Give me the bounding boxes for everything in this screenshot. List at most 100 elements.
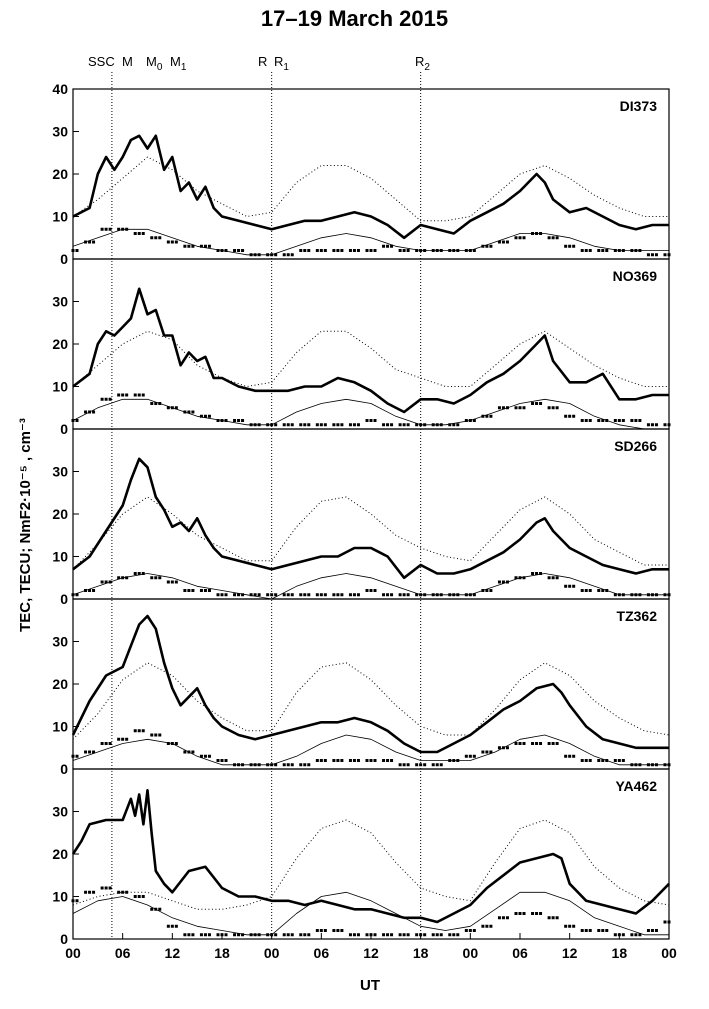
data-point bbox=[398, 933, 402, 937]
data-point bbox=[551, 742, 555, 745]
data-point bbox=[654, 929, 658, 932]
data-point bbox=[415, 933, 419, 937]
data-point bbox=[435, 933, 439, 937]
data-point bbox=[468, 754, 472, 758]
data-point bbox=[518, 406, 522, 410]
data-point bbox=[564, 414, 568, 418]
data-point bbox=[336, 929, 340, 932]
series-tec-median bbox=[72, 156, 669, 222]
panel-no369: 0 10 20 30 NO369 bbox=[52, 258, 671, 437]
data-point bbox=[315, 759, 319, 762]
data-point bbox=[464, 754, 468, 758]
data-point bbox=[319, 929, 323, 932]
data-point bbox=[174, 406, 178, 410]
series-tec-median bbox=[72, 662, 670, 740]
data-point bbox=[166, 240, 170, 244]
data-point bbox=[207, 414, 211, 418]
data-point bbox=[348, 593, 352, 597]
x-tick-label: 12 bbox=[165, 945, 181, 961]
data-point bbox=[92, 750, 96, 754]
data-point bbox=[117, 227, 121, 231]
data-point bbox=[497, 240, 501, 244]
data-point bbox=[356, 933, 360, 937]
data-point bbox=[555, 576, 559, 580]
y-tick-label: 0 bbox=[60, 591, 68, 607]
data-point bbox=[84, 890, 88, 894]
series-nmf2-observed bbox=[71, 886, 671, 937]
data-point bbox=[365, 249, 369, 252]
data-point bbox=[497, 406, 501, 410]
data-point bbox=[319, 249, 323, 252]
data-point bbox=[621, 419, 625, 422]
data-point bbox=[233, 419, 237, 422]
data-point bbox=[303, 593, 307, 597]
data-point bbox=[588, 589, 592, 592]
data-point bbox=[315, 593, 319, 597]
data-point bbox=[597, 419, 601, 422]
data-point bbox=[547, 236, 551, 240]
series-tec-median bbox=[72, 330, 669, 387]
data-point bbox=[158, 236, 162, 240]
data-point bbox=[224, 249, 228, 252]
data-point bbox=[141, 393, 145, 397]
event-label: R2 bbox=[415, 54, 430, 73]
data-point bbox=[154, 576, 158, 580]
data-point bbox=[174, 742, 178, 745]
data-point bbox=[580, 589, 584, 592]
data-point bbox=[203, 589, 207, 592]
y-tick-label: 30 bbox=[52, 464, 68, 480]
data-point bbox=[352, 423, 356, 427]
data-point bbox=[290, 423, 294, 427]
data-point bbox=[216, 593, 220, 597]
data-point bbox=[356, 423, 360, 427]
series-tec-observed bbox=[71, 614, 669, 754]
data-point bbox=[191, 410, 195, 414]
data-point bbox=[572, 584, 576, 588]
data-point bbox=[621, 933, 625, 937]
data-point bbox=[402, 763, 406, 767]
data-point bbox=[286, 933, 290, 937]
x-tick-label: 06 bbox=[512, 945, 528, 961]
data-point bbox=[650, 929, 654, 932]
data-point bbox=[150, 907, 154, 911]
data-point bbox=[104, 742, 108, 745]
data-point bbox=[117, 890, 121, 894]
data-point bbox=[203, 933, 207, 937]
data-point bbox=[348, 249, 352, 252]
data-point bbox=[481, 750, 485, 754]
data-point bbox=[663, 253, 667, 257]
data-point bbox=[505, 916, 509, 920]
data-point bbox=[663, 920, 667, 924]
data-point bbox=[307, 763, 311, 767]
data-point bbox=[588, 419, 592, 422]
data-point bbox=[340, 593, 344, 597]
data-point bbox=[386, 933, 390, 937]
series-nmf2-observed bbox=[71, 393, 671, 427]
data-point bbox=[290, 253, 294, 257]
data-point bbox=[531, 572, 535, 575]
data-point bbox=[667, 423, 671, 427]
data-point bbox=[274, 933, 278, 937]
data-point bbox=[286, 253, 290, 257]
data-point bbox=[448, 423, 452, 427]
data-point bbox=[568, 244, 572, 248]
y-tick-label: 10 bbox=[52, 719, 68, 735]
data-point bbox=[307, 933, 311, 937]
data-point bbox=[452, 423, 456, 427]
data-point bbox=[472, 754, 476, 758]
data-point bbox=[233, 593, 237, 597]
data-point bbox=[531, 742, 535, 745]
data-point bbox=[141, 895, 145, 898]
data-point bbox=[485, 750, 489, 754]
station-label: DI373 bbox=[620, 98, 658, 114]
data-point bbox=[75, 754, 79, 758]
data-point bbox=[332, 249, 336, 252]
data-point bbox=[398, 423, 402, 427]
data-point bbox=[137, 729, 141, 733]
data-point bbox=[601, 759, 605, 762]
data-point bbox=[514, 236, 518, 240]
data-point bbox=[489, 589, 493, 592]
x-tick-label: 18 bbox=[214, 945, 230, 961]
data-point bbox=[386, 423, 390, 427]
data-point bbox=[137, 895, 141, 898]
